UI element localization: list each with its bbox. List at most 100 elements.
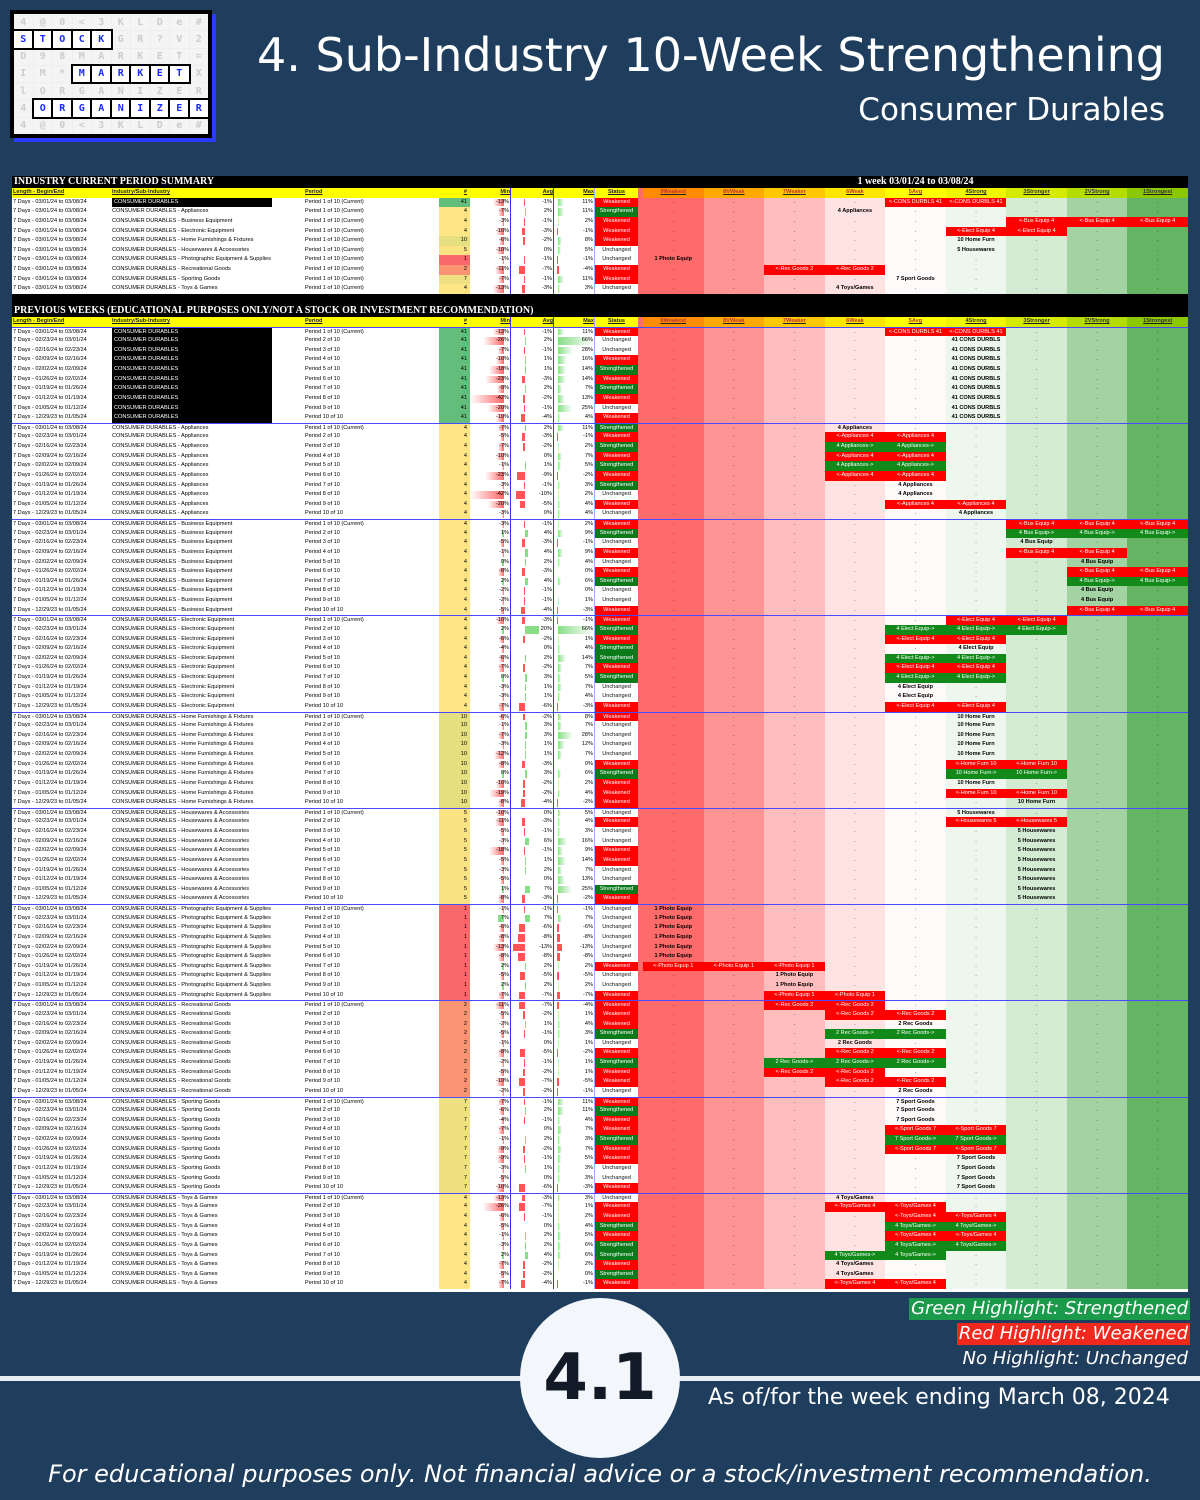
max-cell: 5%: [553, 245, 594, 256]
period-dates: 7 Days - 01/19/24 to 01/26/24: [13, 481, 87, 488]
rank-cell: .: [1006, 778, 1067, 789]
strip: [638, 971, 643, 981]
min-value: -7%: [499, 424, 509, 431]
table-row: 7 Days - 12/29/23 to 01/05/24 CONSUMER DU…: [12, 894, 1188, 904]
avg-value: 6%: [543, 837, 552, 844]
max-value: 2%: [584, 443, 593, 449]
max-value: 4%: [584, 558, 593, 565]
min-value: -6%: [499, 1107, 509, 1114]
avg-cell: 0%: [510, 875, 553, 885]
strip: [638, 932, 643, 943]
rank-move-cell: <-Bus Equip 4: [1006, 547, 1067, 558]
avg-value: -1%: [542, 521, 552, 527]
rank-cell: .: [1127, 547, 1188, 558]
industry-name: CONSUMER DURABLES - Toys & Games: [110, 1270, 303, 1280]
rank-cell: .: [764, 528, 825, 539]
status-badge: Weakened: [594, 1154, 638, 1164]
rank-cell: .: [824, 817, 886, 827]
avg-value: -2%: [542, 1068, 552, 1075]
rank-cell: .: [703, 1231, 765, 1241]
strip: [638, 682, 643, 693]
stock-count: 7: [439, 1106, 470, 1116]
rank-cell: .: [1006, 971, 1067, 981]
strip: [638, 673, 643, 683]
avg-cell: -1%: [510, 327, 553, 337]
min-data-bar: [495, 452, 504, 461]
rank-move-cell: <-Rec Goods 2: [885, 1077, 946, 1087]
avg-data-bar: [523, 635, 525, 644]
industry-name-text: CONSUMER DURABLES - Housewares & Accesso…: [112, 809, 250, 816]
rank-move-cell: <-Photo Equip 1: [643, 961, 704, 972]
rank-cell: .: [643, 393, 704, 404]
min-data-bar: [494, 751, 504, 759]
rank-cell: .: [764, 567, 825, 577]
strip: [638, 1067, 643, 1078]
table-row: 7 Days - 01/12/24 to 01/19/24 CONSUMER DU…: [12, 1260, 1188, 1270]
period-dates: 7 Days - 02/02/24 to 02/09/24: [13, 943, 87, 950]
rank-cell: .: [945, 952, 1007, 962]
industry-name: CONSUMER DURABLES - Electronic Equipment: [110, 635, 303, 645]
min-data-bar: [495, 227, 504, 236]
rank-cell: .: [1066, 942, 1128, 953]
max-cell: 11%: [553, 274, 594, 285]
rank-cell: .: [764, 808, 825, 818]
max-value: -2%: [583, 799, 593, 806]
min-value: -3%: [499, 866, 509, 873]
max-value: 7%: [584, 751, 593, 757]
max-data-bar: [558, 635, 559, 644]
rank-cell: .: [885, 528, 946, 539]
table-row: 7 Days - 01/26/24 to 02/02/24 CONSUMER DU…: [12, 1048, 1188, 1058]
max-data-bar: [558, 847, 563, 855]
rank-cell: .: [1066, 634, 1128, 645]
max-value: -3%: [583, 702, 593, 709]
min-cell: -5%: [470, 1068, 510, 1078]
min-data-bar: [502, 885, 504, 894]
rank-cell: .: [643, 345, 704, 356]
min-data-bar: [499, 654, 504, 663]
max-value: 13%: [581, 876, 593, 883]
max-cell: 0%: [553, 759, 594, 770]
max-data-bar: [557, 933, 561, 942]
period-dates: 7 Days - 02/23/24 to 03/01/24: [13, 1203, 87, 1210]
min-value: 2%: [500, 962, 509, 969]
min-value: -1%: [499, 256, 509, 263]
status-badge: Unchanged: [594, 1163, 638, 1174]
table-row: 7 Days - 01/26/24 to 02/02/24 CONSUMER DU…: [12, 855, 1188, 866]
avg-data-bar: [525, 424, 527, 432]
status-badge: Weakened: [594, 701, 638, 712]
strip: [638, 1001, 643, 1010]
rank-cell: .: [1006, 403, 1067, 414]
min-data-bar: [501, 693, 504, 701]
stock-count: 1: [439, 913, 470, 924]
status-badge: Strengthened: [594, 384, 638, 394]
column-header: #: [463, 189, 467, 195]
rank-cell: .: [1127, 634, 1188, 645]
industry-name-text: CONSUMER DURABLES - Recreational Goods: [112, 1078, 231, 1085]
min-data-bar: [498, 914, 504, 923]
industry-name: CONSUMER DURABLES - Recreational Goods: [110, 1087, 303, 1097]
industry-name-text: CONSUMER DURABLES - Electronic Equipment: [112, 635, 235, 642]
rank-move-cell: 4 Appliances: [824, 207, 886, 217]
rank-move-cell: <-Toys/Games 4: [824, 1279, 886, 1289]
rank-cell: .: [1127, 884, 1188, 895]
avg-cell: -6%: [510, 1183, 553, 1193]
max-data-bar: [558, 789, 561, 798]
rank-cell: .: [703, 274, 765, 285]
rank-cell: .: [1006, 255, 1067, 265]
rank-cell: .: [885, 245, 946, 256]
avg-data-bar: [523, 713, 525, 721]
table-row: 7 Days - 02/02/24 to 02/09/24 CONSUMER DU…: [12, 750, 1188, 760]
period-label: Period 6 of 10: [305, 856, 340, 863]
stock-count: 1: [439, 942, 470, 953]
rank-cell: .: [643, 1212, 704, 1222]
rank-cell: .: [945, 942, 1007, 953]
column-header: Max: [553, 188, 594, 198]
avg-data-bar: [520, 500, 525, 509]
avg-cell: 2%: [510, 1231, 553, 1241]
min-value: -7%: [499, 702, 509, 709]
rank-cell: .: [764, 1115, 825, 1126]
rank-cell: .: [1006, 692, 1067, 702]
page-title: 4. Sub-Industry 10-Week Strengthening: [257, 28, 1165, 82]
rank-cell: .: [703, 567, 765, 577]
min-data-bar: [488, 789, 504, 798]
